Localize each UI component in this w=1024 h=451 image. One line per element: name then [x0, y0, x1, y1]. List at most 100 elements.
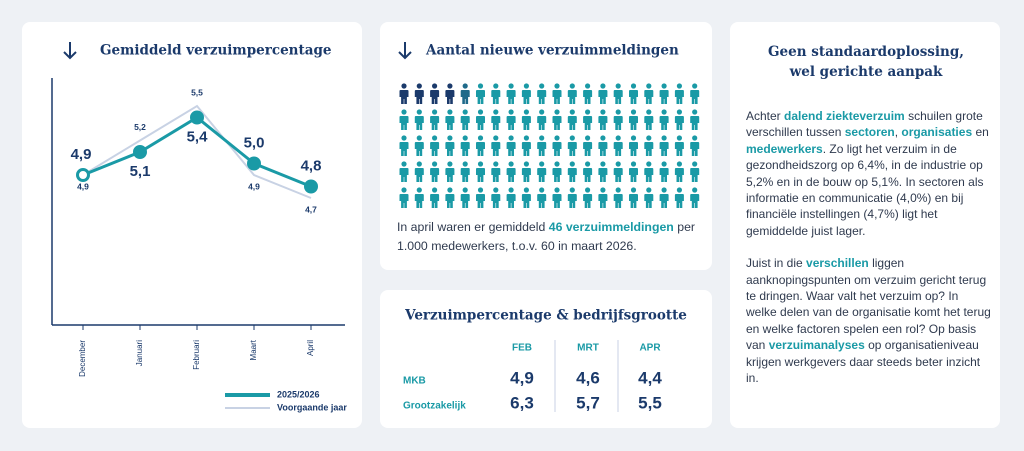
person-icon	[475, 135, 485, 156]
person-icon	[414, 135, 424, 156]
person-body	[445, 116, 455, 130]
person-icon	[659, 135, 669, 156]
person-icon	[506, 135, 516, 156]
person-head	[554, 83, 560, 89]
person-icon	[430, 83, 440, 104]
table-cell: 4,6	[576, 368, 600, 387]
table-cell: 5,7	[576, 393, 600, 412]
person-icon	[399, 187, 409, 208]
person-icon	[521, 83, 531, 104]
person-body	[491, 90, 501, 104]
person-body	[613, 194, 623, 208]
person-icon	[583, 109, 593, 130]
person-body	[521, 168, 531, 182]
person-body	[659, 194, 669, 208]
person-icon	[644, 161, 654, 182]
person-head	[600, 161, 606, 167]
person-body	[506, 194, 516, 208]
person-head	[462, 109, 468, 115]
person-icon	[460, 161, 470, 182]
person-body	[445, 168, 455, 182]
person-head	[523, 83, 530, 89]
person-head	[462, 161, 468, 167]
person-head	[477, 161, 484, 167]
person-head	[493, 109, 499, 115]
person-head	[630, 187, 637, 193]
person-icon	[690, 135, 700, 156]
person-head	[477, 187, 484, 193]
person-icon	[430, 135, 440, 156]
person-head	[646, 187, 652, 193]
person-head	[508, 161, 514, 167]
person-head	[661, 109, 667, 115]
person-body	[674, 116, 684, 130]
person-head	[630, 161, 637, 167]
person-head	[600, 187, 606, 193]
person-body	[475, 194, 485, 208]
person-head	[523, 135, 530, 141]
column-header: MRT	[577, 343, 599, 354]
person-head	[539, 109, 545, 115]
person-body	[521, 194, 531, 208]
person-body	[414, 194, 424, 208]
table-title: Verzuimpercentage & bedrijfsgrootte	[404, 308, 687, 324]
person-head	[462, 83, 468, 89]
person-head	[615, 109, 621, 115]
person-body	[644, 142, 654, 156]
value-label-small: 4,9	[77, 181, 89, 191]
person-icon	[552, 135, 562, 156]
text: In april waren er gemiddeld	[397, 220, 549, 234]
person-body	[475, 90, 485, 104]
person-head	[600, 109, 606, 115]
person-head	[554, 161, 560, 167]
column-header: FEB	[512, 343, 532, 354]
person-body	[674, 142, 684, 156]
person-icon	[583, 161, 593, 182]
highlight: verzuimanalyses	[768, 338, 865, 353]
person-head	[585, 135, 591, 141]
person-head	[401, 109, 407, 115]
person-body	[613, 168, 623, 182]
person-body	[613, 90, 623, 104]
person-head	[416, 135, 422, 141]
person-body	[491, 168, 501, 182]
person-icon	[537, 83, 547, 104]
person-body	[583, 116, 593, 130]
person-icon	[629, 109, 638, 130]
value-label-small: 4,9	[248, 181, 260, 191]
person-icon	[567, 135, 577, 156]
person-icon	[598, 135, 608, 156]
person-icon	[399, 109, 409, 130]
person-head	[477, 135, 484, 141]
person-icon	[567, 109, 577, 130]
person-icon	[552, 109, 562, 130]
person-body	[506, 168, 516, 182]
person-body	[445, 90, 455, 104]
person-body	[445, 142, 455, 156]
person-icon	[414, 187, 424, 208]
person-body	[690, 194, 700, 208]
person-body	[583, 194, 593, 208]
table-cell: 4,4	[638, 368, 662, 387]
person-icon	[521, 187, 531, 208]
person-icon	[399, 161, 409, 182]
person-icon	[521, 135, 531, 156]
person-body	[629, 142, 638, 156]
person-icon	[460, 187, 470, 208]
pictogram-text: In april waren er gemiddeld 46 verzuimme…	[397, 218, 707, 256]
person-head	[615, 135, 621, 141]
person-icon	[583, 187, 593, 208]
person-head	[401, 135, 407, 141]
person-icon	[613, 83, 623, 104]
person-icon	[430, 187, 440, 208]
person-head	[462, 135, 468, 141]
arrow-icon	[63, 42, 77, 60]
value-label: 5,4	[187, 128, 209, 145]
person-body	[583, 90, 593, 104]
person-body	[567, 168, 577, 182]
person-body	[659, 168, 669, 182]
person-head	[447, 83, 453, 89]
person-body	[613, 116, 623, 130]
person-icon	[567, 187, 577, 208]
